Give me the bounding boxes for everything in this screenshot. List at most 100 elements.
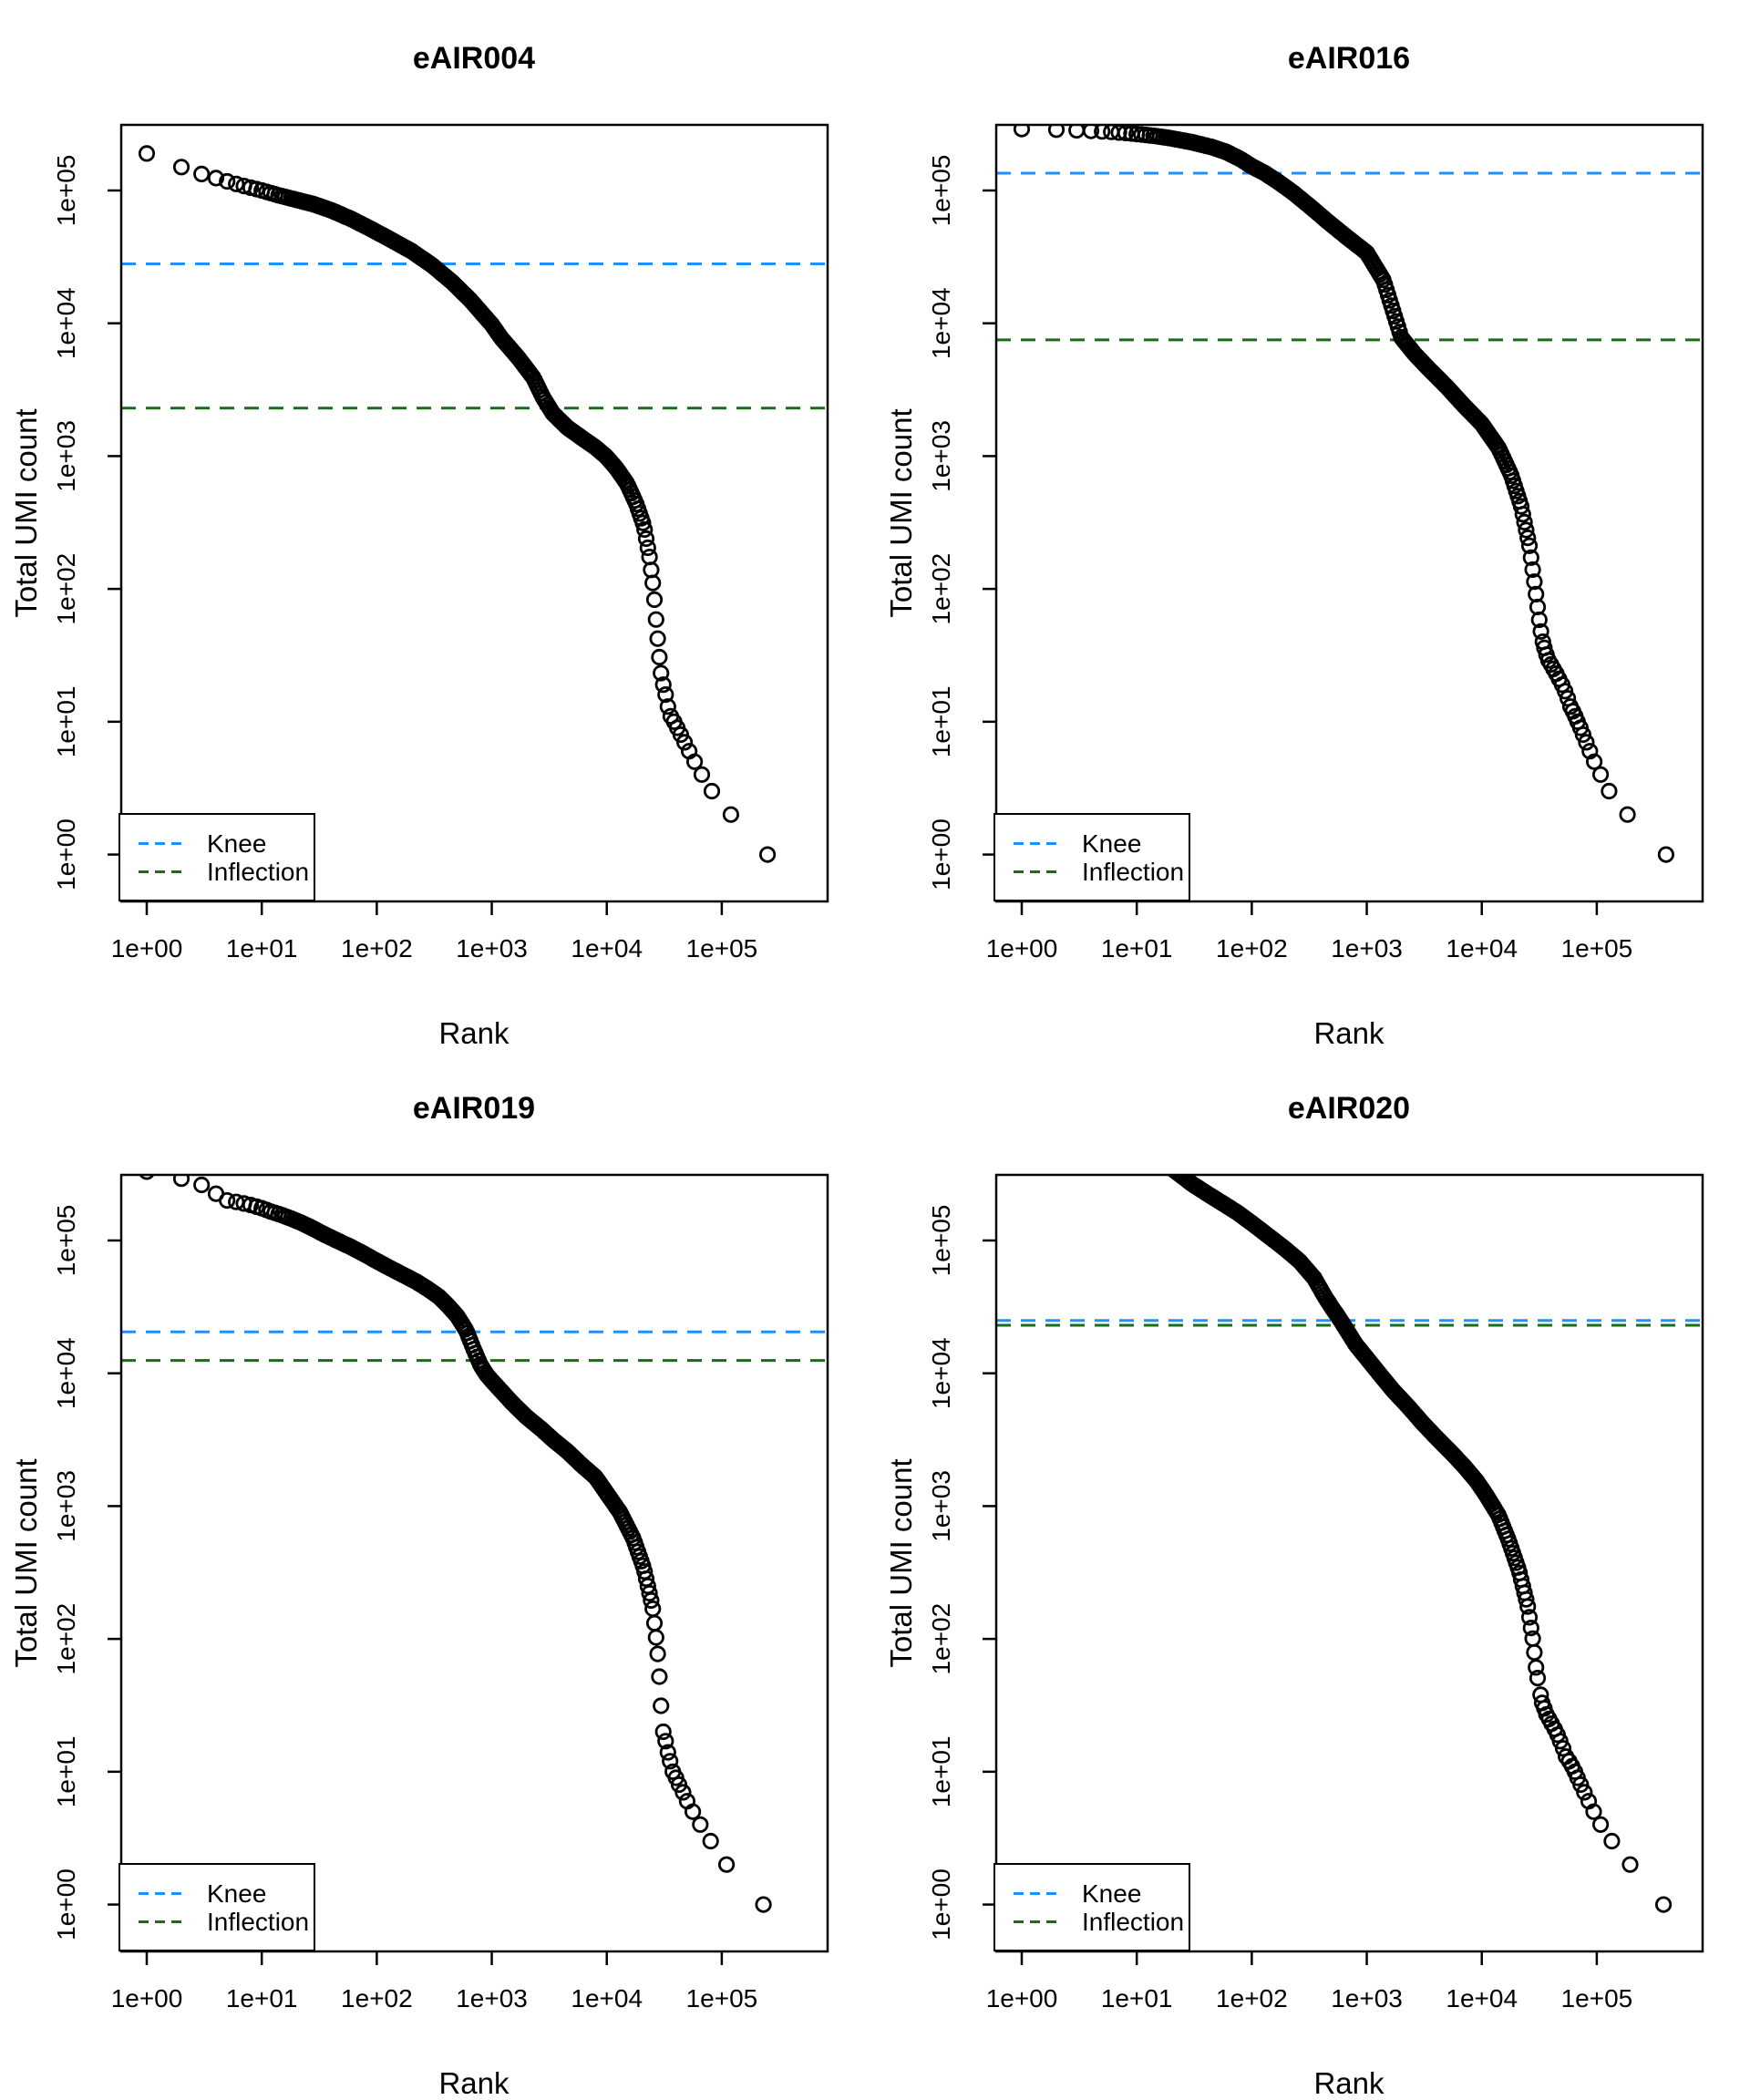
x-tick-label: 1e+00	[111, 1984, 183, 2012]
data-point	[1082, 125, 1100, 139]
y-tick-label: 1e+00	[927, 1868, 955, 1940]
data-point	[1591, 1816, 1610, 1833]
data-point	[1150, 1149, 1164, 1163]
data-point	[645, 591, 664, 609]
data-point	[702, 1832, 719, 1850]
data-point	[675, 734, 694, 751]
data-points	[1070, 1128, 1673, 1913]
data-point	[193, 165, 211, 182]
data-point	[639, 539, 656, 557]
data-point	[685, 753, 704, 770]
x-tick-label: 1e+00	[111, 934, 183, 962]
data-point	[755, 1896, 772, 1913]
data-point	[1554, 1740, 1572, 1757]
x-tick-label: 1e+01	[1101, 934, 1173, 962]
data-point	[138, 145, 156, 162]
data-point	[1578, 734, 1595, 751]
threshold-lines	[121, 262, 828, 410]
data-point	[1572, 1776, 1590, 1794]
data-point	[1135, 1143, 1148, 1157]
data-point	[1125, 1139, 1138, 1153]
data-point	[193, 1176, 211, 1194]
y-tick-label: 1e+01	[52, 686, 80, 758]
y-tick-label: 1e+04	[927, 287, 955, 359]
data-point	[1657, 846, 1675, 863]
y-tick-label: 1e+05	[927, 155, 955, 227]
x-tick-label: 1e+02	[341, 934, 413, 962]
data-point	[634, 514, 652, 531]
data-point	[1532, 623, 1549, 640]
data-point	[674, 1784, 692, 1801]
data-point	[1130, 1140, 1144, 1154]
legend-label: Inflection	[1082, 1908, 1184, 1936]
y-tick-label: 1e+02	[927, 1603, 955, 1675]
data-point	[1601, 782, 1618, 800]
data-point	[684, 1803, 702, 1820]
plot-box	[119, 123, 829, 903]
data-point	[1514, 506, 1531, 523]
data-point	[1520, 1609, 1539, 1626]
y-tick-label: 1e+03	[52, 1470, 80, 1542]
data-point	[1524, 561, 1541, 579]
legend-box	[118, 1863, 315, 1951]
data-point	[1159, 1155, 1173, 1168]
panel-top-left: 1e+00 1e+01 1e+02 1e+03 1e+04 1e+05 1e+00 1e+01…	[9, 41, 829, 1050]
data-point	[1516, 513, 1533, 531]
data-point	[1585, 1803, 1602, 1820]
x-tick-label: 1e+03	[456, 1984, 528, 2012]
data-point	[703, 782, 721, 800]
data-point	[1153, 1151, 1167, 1165]
y-axis-label: Total UMI count	[884, 408, 918, 617]
data-point	[172, 1175, 190, 1188]
data-point	[1619, 806, 1636, 823]
data-point	[1581, 743, 1599, 760]
y-tick-label: 1e+02	[52, 1603, 80, 1675]
x-tick-label: 1e+04	[571, 1984, 643, 2012]
y-tick-label: 1e+00	[927, 818, 955, 890]
y-tick-label: 1e+03	[927, 420, 955, 492]
x-axis-label: Rank	[1313, 2066, 1385, 2100]
data-point	[653, 664, 670, 682]
legend-label: Knee	[1082, 1879, 1141, 1908]
x-axis-label: Rank	[438, 2066, 510, 2100]
data-point	[657, 685, 674, 704]
x-tick-label: 1e+04	[1446, 934, 1518, 962]
panel-title: eAIR016	[1288, 41, 1410, 76]
y-tick-label: 1e+02	[927, 553, 955, 625]
panel-bottom-left: 1e+00 1e+01 1e+02 1e+03 1e+04 1e+05 1e+00 1e+01…	[9, 1091, 829, 2100]
data-point	[1520, 537, 1539, 554]
data-point	[1094, 125, 1111, 140]
plot-box	[994, 1173, 1704, 1953]
data-point	[1519, 529, 1537, 547]
data-point	[647, 611, 664, 628]
data-point	[1013, 125, 1031, 138]
data-point	[758, 846, 777, 863]
panel-title: eAIR020	[1288, 1091, 1410, 1126]
data-point	[1105, 1135, 1118, 1148]
data-point	[1654, 1896, 1673, 1913]
data-point	[647, 1629, 664, 1646]
y-tick-label: 1e+05	[927, 1205, 955, 1277]
data-point	[1585, 753, 1603, 770]
data-point	[1518, 1590, 1535, 1608]
data-point	[722, 806, 740, 823]
data-point	[644, 574, 662, 592]
x-tick-label: 1e+05	[1561, 934, 1633, 962]
data-points	[1013, 125, 1675, 863]
threshold-lines	[996, 171, 1703, 342]
x-tick-label: 1e+04	[1446, 1984, 1518, 2012]
x-tick-label: 1e+02	[1216, 934, 1288, 962]
data-point	[1070, 1128, 1084, 1142]
data-point	[1603, 1832, 1621, 1850]
x-axis-label: Rank	[1313, 1016, 1385, 1050]
y-tick-label: 1e+05	[52, 1205, 80, 1277]
x-tick-label: 1e+03	[1331, 934, 1403, 962]
data-point	[1529, 1669, 1547, 1687]
x-tick-label: 1e+03	[456, 934, 528, 962]
data-point	[1576, 1784, 1593, 1801]
data-point	[1556, 683, 1574, 700]
data-point	[636, 520, 654, 539]
